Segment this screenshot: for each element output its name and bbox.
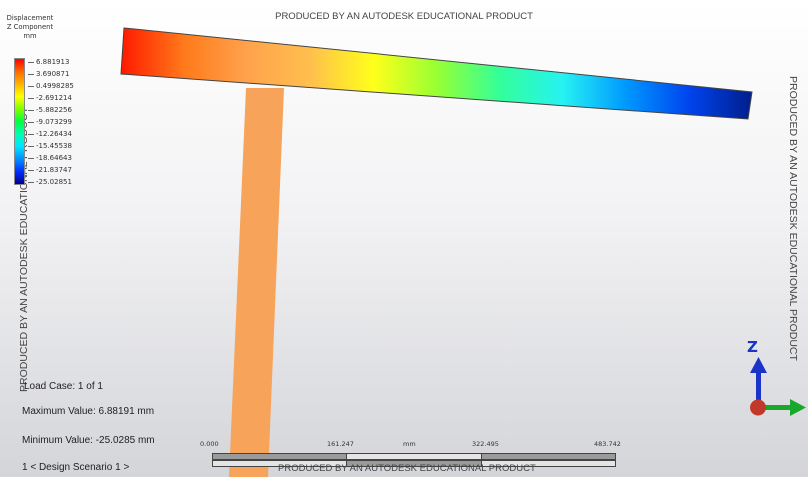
legend-title-line: Displacement	[6, 14, 54, 22]
design-scenario-label[interactable]: 1 < Design Scenario 1 >	[22, 462, 130, 473]
legend-value: -21.83747	[28, 166, 72, 174]
legend-colorbar	[14, 58, 25, 185]
watermark-top: PRODUCED BY AN AUTODESK EDUCATIONAL PROD…	[275, 11, 533, 22]
legend-value: 0.4998285	[28, 82, 74, 90]
scale-tick-label: 322.495	[472, 440, 499, 448]
minimum-value-label: Minimum Value: -25.0285 mm	[22, 435, 155, 446]
load-case-label: Load Case: 1 of 1	[24, 381, 103, 392]
vertical-column[interactable]	[229, 88, 284, 477]
scale-bar-segment	[212, 453, 347, 460]
legend-value: 3.690871	[27, 70, 70, 78]
scale-bar-segment	[481, 453, 616, 460]
legend-value: -15.45538	[28, 142, 72, 150]
triad-origin	[750, 399, 766, 416]
legend-title-line: Z Component	[6, 23, 54, 31]
watermark-right: PRODUCED BY AN AUTODESK EDUCATIONAL PROD…	[787, 76, 799, 361]
legend-value: -12.26434	[28, 130, 72, 138]
triad-z-label: Z	[747, 338, 758, 356]
legend-title: Displacement Z Component mm	[4, 14, 56, 41]
x-axis-arrow-head	[790, 399, 806, 416]
scale-tick-label: 161.247	[327, 440, 354, 448]
legend-value: 6.881913	[27, 58, 70, 66]
x-axis-arrow-shaft	[760, 405, 792, 410]
z-axis-arrow-head	[750, 357, 767, 373]
scale-bar-segment	[346, 453, 482, 460]
orientation-triad[interactable]	[736, 335, 808, 425]
scale-bar	[212, 453, 616, 469]
legend-value: -25.02851	[28, 178, 72, 186]
scale-tick-label: 483.742	[594, 440, 621, 448]
maximum-value-label: Maximum Value: 6.88191 mm	[22, 406, 155, 417]
legend-value: -18.64643	[28, 154, 72, 162]
scale-bar-segment	[481, 460, 616, 467]
legend-value: -2.691214	[28, 94, 72, 102]
horizontal-beam[interactable]	[120, 27, 753, 120]
scale-tick-label: 0.000	[200, 440, 219, 448]
scale-unit-label: mm	[403, 440, 416, 448]
legend-title-line: mm	[23, 32, 37, 40]
legend-value: -9.073299	[28, 118, 72, 126]
watermark-bottom: PRODUCED BY AN AUTODESK EDUCATIONAL PROD…	[278, 463, 536, 474]
z-axis-arrow-shaft	[756, 371, 761, 405]
legend-value: -5.882256	[28, 106, 72, 114]
